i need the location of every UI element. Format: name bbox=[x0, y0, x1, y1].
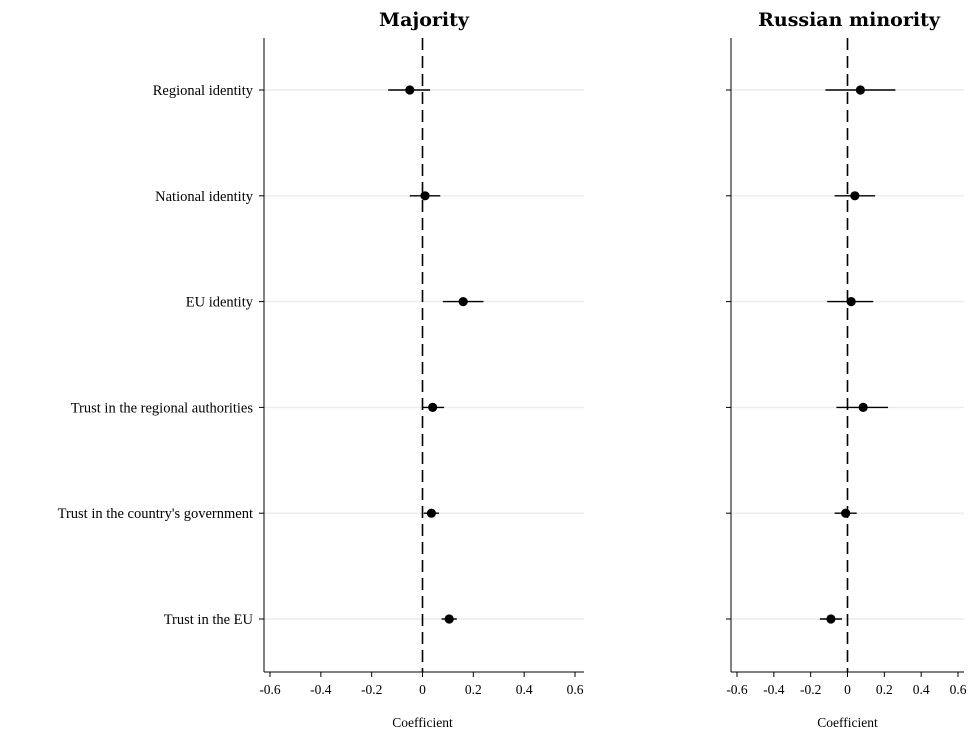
majority-x-tick-label: -0.6 bbox=[259, 682, 281, 697]
russian-minority-x-tick-label: 0 bbox=[844, 682, 851, 697]
russian-minority-estimate-point bbox=[826, 614, 836, 624]
russian-minority-x-tick-label: 0.2 bbox=[876, 682, 893, 697]
majority-x-tick-label: -0.2 bbox=[361, 682, 382, 697]
russian-minority-x-tick-label: -0.4 bbox=[763, 682, 785, 697]
category-label: Regional identity bbox=[153, 83, 254, 99]
majority-estimate-point bbox=[420, 191, 430, 201]
majority-estimate-point bbox=[405, 85, 415, 95]
category-label: EU identity bbox=[186, 295, 254, 311]
russian-minority-estimate-point bbox=[850, 191, 860, 201]
majority-estimate-point bbox=[426, 508, 436, 518]
russian-minority-estimate-point bbox=[841, 508, 851, 518]
majority-x-axis-title: Coefficient bbox=[392, 715, 453, 730]
majority-panel-title: Majority bbox=[379, 9, 470, 31]
majority-x-tick-label: 0 bbox=[419, 682, 426, 697]
majority-estimate-point bbox=[428, 402, 438, 412]
russian-minority-x-axis-title: Coefficient bbox=[817, 715, 878, 730]
russian-minority-estimate-point bbox=[855, 85, 865, 95]
majority-estimate-point bbox=[458, 297, 468, 307]
russian-minority-x-tick-label: -0.6 bbox=[726, 682, 748, 697]
majority-x-tick-label: -0.4 bbox=[310, 682, 332, 697]
russian-minority-x-tick-label: 0.6 bbox=[950, 682, 967, 697]
russian-minority-x-tick-label: 0.4 bbox=[913, 682, 930, 697]
majority-estimate-point bbox=[444, 614, 454, 624]
majority-x-tick-label: 0.2 bbox=[465, 682, 482, 697]
russian-minority-panel-title: Russian minority bbox=[758, 9, 941, 31]
category-label: Trust in the regional authorities bbox=[71, 400, 254, 416]
russian-minority-estimate-point bbox=[858, 402, 868, 412]
category-label: Trust in the country's government bbox=[58, 506, 253, 522]
russian-minority-estimate-point bbox=[846, 297, 856, 307]
russian-minority-x-tick-label: -0.2 bbox=[800, 682, 821, 697]
majority-x-tick-label: 0.6 bbox=[567, 682, 584, 697]
category-label: Trust in the EU bbox=[164, 612, 254, 628]
category-label: National identity bbox=[155, 189, 254, 205]
majority-x-tick-label: 0.4 bbox=[516, 682, 533, 697]
